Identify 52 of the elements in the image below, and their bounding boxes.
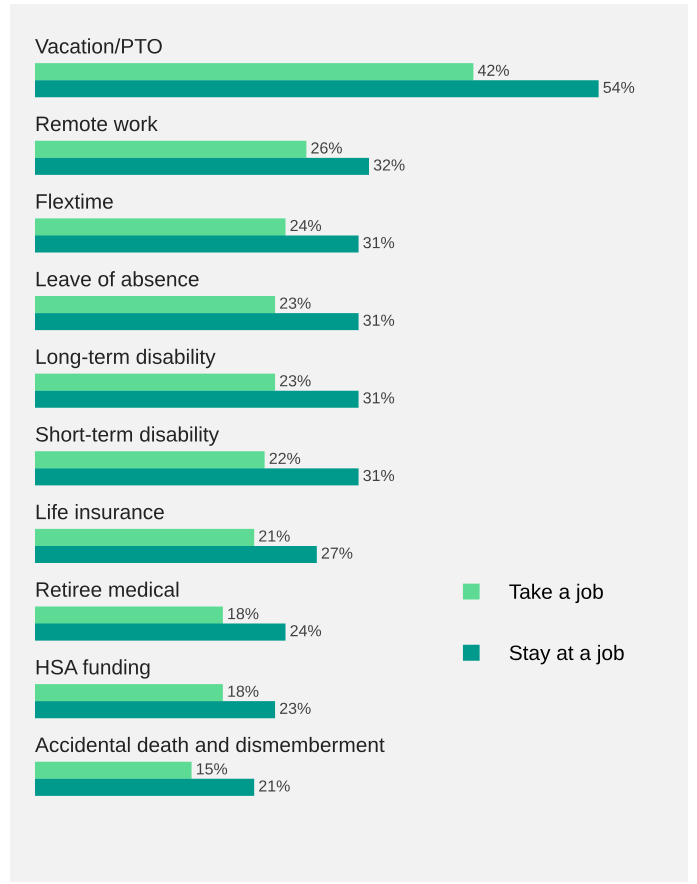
data-label: 23%	[280, 298, 311, 309]
y-tick-label: Vacation/PTO	[35, 38, 162, 54]
bar	[35, 451, 265, 468]
bar	[35, 546, 317, 564]
bar	[35, 701, 276, 718]
bar	[35, 313, 359, 330]
data-label: 31%	[363, 314, 394, 326]
bar	[35, 528, 254, 546]
data-label: 23%	[280, 375, 311, 386]
bar	[35, 235, 359, 253]
bar	[35, 80, 599, 98]
y-tick-label: Accidental death and dismemberment	[35, 736, 385, 752]
data-label: 26%	[311, 142, 342, 154]
bar	[35, 468, 359, 486]
bar	[35, 624, 286, 641]
y-tick-label: Retiree medical	[36, 582, 178, 597]
y-tick-label: Flextime	[36, 194, 113, 209]
y-tick-label: Long-term disability	[36, 348, 216, 368]
bar	[35, 296, 276, 314]
data-label: 18%	[228, 608, 258, 620]
data-label: 21%	[259, 780, 290, 792]
data-label: 31%	[363, 470, 394, 482]
data-label: 22%	[270, 452, 300, 464]
bar	[35, 606, 223, 624]
legend-label: Stay at a job	[510, 644, 624, 664]
data-label: 31%	[363, 236, 394, 248]
data-label: 54%	[603, 82, 634, 94]
data-label: 24%	[290, 625, 322, 636]
bar	[35, 140, 306, 158]
bar	[35, 158, 370, 175]
y-tick-label: Leave of absence	[36, 271, 199, 286]
y-tick-label: Life insurance	[36, 504, 164, 520]
bar	[35, 390, 359, 408]
bar	[35, 684, 223, 702]
data-label: 24%	[290, 220, 322, 232]
data-label: 42%	[478, 64, 509, 76]
data-label: 23%	[280, 702, 311, 714]
data-label: 32%	[374, 159, 405, 171]
legend-label: Take a job	[509, 584, 603, 604]
bar	[35, 778, 254, 796]
data-label: 27%	[322, 547, 352, 559]
bar	[35, 374, 276, 391]
data-label: 15%	[196, 763, 228, 775]
bar	[35, 63, 474, 80]
y-tick-label: HSA funding	[36, 659, 150, 679]
y-tick-label: Short-term disability	[36, 426, 220, 446]
data-label: 31%	[363, 392, 394, 404]
bar	[35, 762, 192, 779]
data-label: 18%	[228, 686, 258, 697]
data-label: 21%	[259, 530, 290, 542]
bar	[35, 218, 286, 236]
y-tick-label: Remote work	[36, 116, 158, 132]
